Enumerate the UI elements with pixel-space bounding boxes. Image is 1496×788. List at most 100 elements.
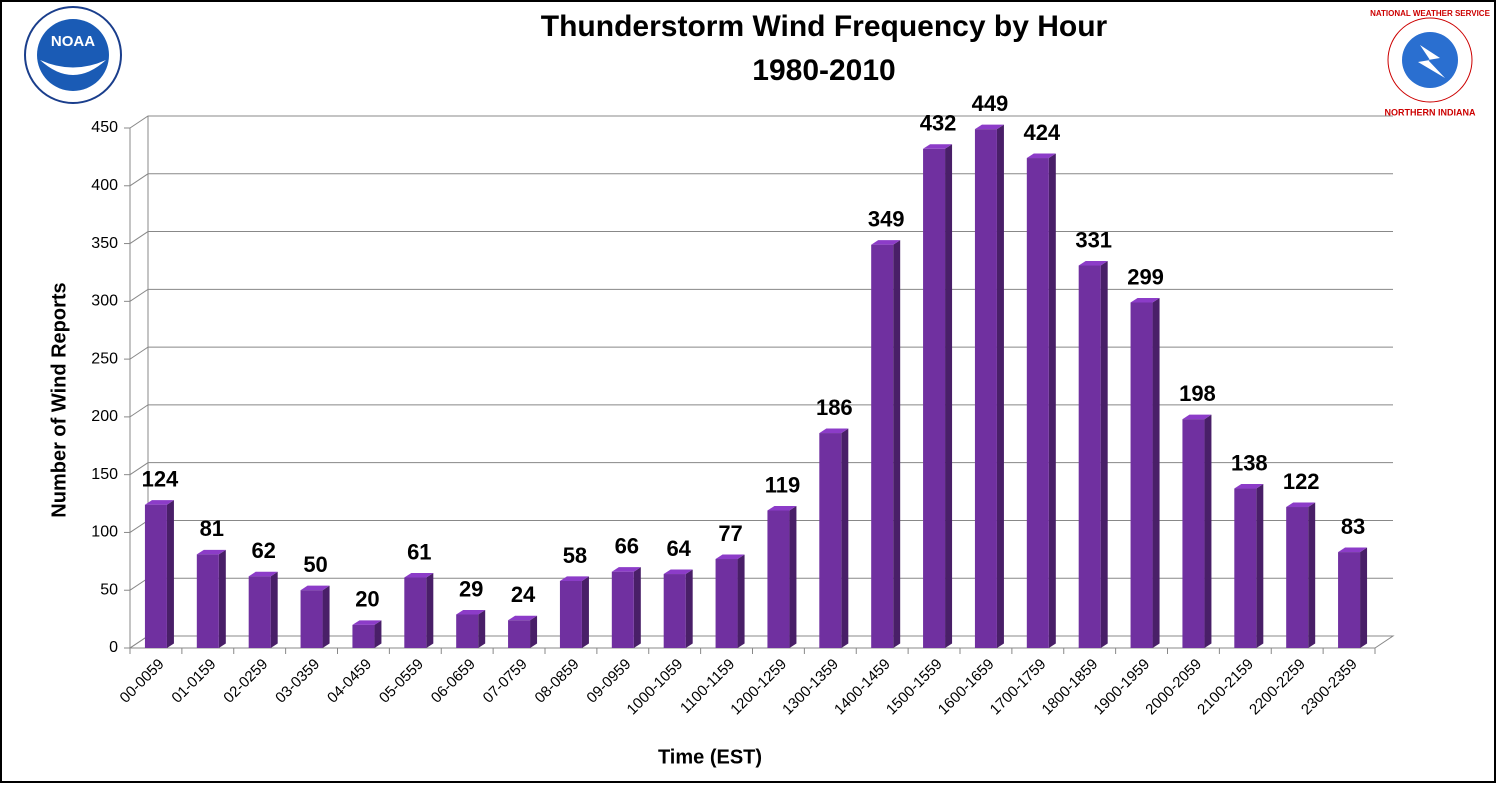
grid-line bbox=[129, 115, 1393, 129]
bar-side bbox=[633, 567, 641, 648]
bar-top bbox=[508, 615, 538, 621]
bar-top bbox=[144, 500, 174, 505]
bar-top bbox=[871, 240, 901, 245]
bar-side bbox=[478, 609, 486, 648]
bar bbox=[1234, 488, 1257, 648]
bar-side bbox=[789, 505, 797, 648]
data-label: 432 bbox=[920, 111, 957, 136]
data-label: 62 bbox=[251, 538, 275, 563]
bar-side bbox=[893, 240, 901, 648]
y-tick-label: 100 bbox=[91, 524, 118, 541]
bar bbox=[1026, 158, 1049, 649]
bar-side bbox=[218, 549, 226, 648]
y-tick-label: 450 bbox=[91, 119, 118, 136]
bar bbox=[1078, 265, 1101, 648]
data-label: 449 bbox=[972, 91, 1009, 116]
bar-side bbox=[426, 572, 434, 648]
bar-side bbox=[1100, 260, 1108, 648]
bar bbox=[196, 554, 219, 648]
bar bbox=[1338, 552, 1361, 648]
x-axis-title: Time (EST) bbox=[658, 746, 762, 768]
bar-side bbox=[1308, 502, 1316, 648]
data-label: 50 bbox=[303, 552, 327, 577]
y-tick-label: 350 bbox=[91, 235, 118, 252]
bar-side bbox=[737, 554, 745, 648]
data-label: 198 bbox=[1179, 381, 1216, 406]
logo-text: NOAA bbox=[51, 33, 95, 50]
bar-side bbox=[166, 500, 174, 648]
y-tick-label: 150 bbox=[91, 466, 118, 483]
bar-top bbox=[611, 567, 641, 572]
bar bbox=[611, 571, 634, 648]
y-axis-title: Number of Wind Reports bbox=[48, 282, 70, 517]
bar-top bbox=[300, 585, 330, 591]
bar-top bbox=[1234, 483, 1264, 489]
nws-logo: NATIONAL WEATHER SERVICE NORTHERN INDIAN… bbox=[1370, 9, 1491, 117]
data-label: 66 bbox=[615, 534, 639, 559]
y-tick-label: 50 bbox=[100, 581, 118, 598]
data-label: 122 bbox=[1283, 469, 1320, 494]
data-label: 24 bbox=[511, 582, 536, 607]
bar bbox=[715, 559, 738, 648]
data-label: 331 bbox=[1075, 227, 1112, 252]
bar-side bbox=[1048, 153, 1056, 648]
y-tick-label: 250 bbox=[91, 350, 118, 367]
noaa-logo: NOAA bbox=[24, 6, 122, 104]
data-label: 61 bbox=[407, 539, 431, 564]
bar-side bbox=[841, 428, 849, 648]
bar-side bbox=[996, 124, 1004, 649]
logo-disc bbox=[37, 19, 109, 91]
bar bbox=[144, 504, 167, 648]
bar-top bbox=[352, 620, 382, 625]
bar-top bbox=[1026, 153, 1056, 159]
bar-top bbox=[1182, 414, 1212, 420]
bar bbox=[352, 624, 375, 648]
data-label: 119 bbox=[765, 472, 801, 497]
bar-side bbox=[374, 620, 382, 648]
bar-top bbox=[248, 571, 278, 577]
bar-side bbox=[1152, 297, 1160, 648]
bar bbox=[508, 620, 531, 648]
data-label: 138 bbox=[1231, 450, 1268, 475]
bar-top bbox=[663, 569, 693, 575]
logo-bird bbox=[40, 60, 106, 75]
chart-title: Thunderstorm Wind Frequency by Hour bbox=[541, 10, 1108, 43]
bar-top bbox=[456, 609, 486, 615]
data-label: 58 bbox=[563, 543, 587, 568]
bar-top bbox=[1286, 502, 1316, 508]
bar-side bbox=[581, 576, 589, 648]
bar-top bbox=[819, 428, 849, 434]
chart-subtitle: 1980-2010 bbox=[752, 54, 895, 87]
logo-caption: NORTHERN INDIANA bbox=[1385, 107, 1476, 117]
bar bbox=[663, 574, 686, 648]
data-label: 349 bbox=[868, 207, 905, 232]
bar-side bbox=[1256, 483, 1264, 648]
bar bbox=[1286, 507, 1309, 648]
bar-side bbox=[685, 569, 693, 648]
bar bbox=[871, 244, 894, 648]
bar-side bbox=[1360, 547, 1368, 648]
bar-top bbox=[923, 144, 953, 149]
bar-side bbox=[945, 144, 953, 648]
data-label: 186 bbox=[816, 395, 853, 420]
bar bbox=[559, 580, 582, 648]
bar-top bbox=[1130, 297, 1160, 303]
data-label: 299 bbox=[1127, 264, 1164, 289]
bar bbox=[819, 433, 842, 648]
data-label: 124 bbox=[142, 467, 179, 492]
bar-top bbox=[196, 549, 226, 555]
bar bbox=[456, 614, 479, 648]
bar bbox=[1182, 419, 1205, 648]
bar-top bbox=[767, 505, 797, 511]
logo-text: NATIONAL WEATHER SERVICE bbox=[1370, 9, 1491, 18]
bar bbox=[1130, 302, 1153, 648]
y-tick-label: 400 bbox=[91, 177, 118, 194]
bar bbox=[300, 590, 323, 648]
data-label: 77 bbox=[718, 521, 742, 546]
bar bbox=[404, 577, 427, 648]
bar-side bbox=[1204, 414, 1212, 648]
bar-top bbox=[404, 572, 434, 578]
y-tick-label: 300 bbox=[91, 293, 118, 310]
bar-side bbox=[530, 615, 538, 648]
